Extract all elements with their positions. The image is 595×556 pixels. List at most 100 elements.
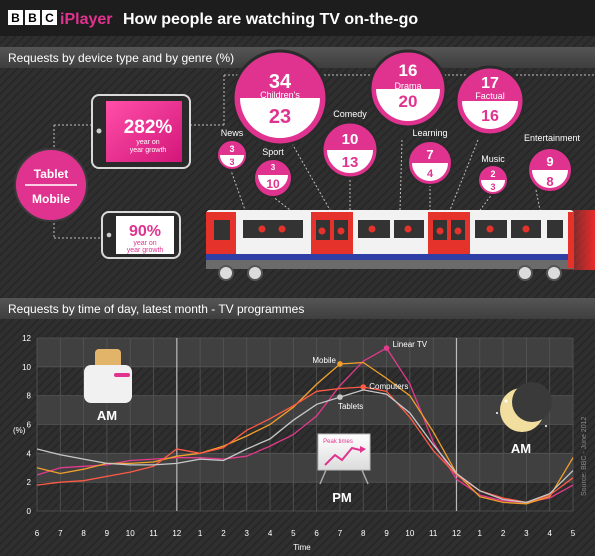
x-tick-label: 12 xyxy=(452,529,461,538)
genre-drama-mobile: 20 xyxy=(399,92,418,111)
series-label-linear-tv: Linear TV xyxy=(393,340,428,349)
page-title: How people are watching TV on-the-go xyxy=(123,11,418,28)
series-line-linear-tv xyxy=(36,347,574,504)
genre-learning: 7 4 xyxy=(407,140,453,186)
series-marker-tablets xyxy=(337,394,343,400)
device-legend: Tablet Mobile xyxy=(14,148,88,222)
genre-news-name: News xyxy=(221,128,244,138)
genre-learning-tablet: 7 xyxy=(426,147,433,162)
y-tick-label: 4 xyxy=(27,449,32,458)
x-tick-label: 3 xyxy=(524,529,529,538)
genre-sport: 3 10 xyxy=(253,158,293,198)
genre-music: 2 3 xyxy=(477,164,509,196)
genre-factual-tablet: 17 xyxy=(481,75,499,92)
mobile-growth-value: 90% xyxy=(129,223,161,240)
legend-mobile: Mobile xyxy=(32,192,70,206)
chart-series: Linear TV Mobile Computers Tablets xyxy=(36,340,574,505)
genre-sport-tablet: 3 xyxy=(271,163,276,172)
genre-childrens: 34 Children's 23 xyxy=(231,49,329,147)
y-tick-label: 0 xyxy=(27,507,32,516)
series-label-tablets: Tablets xyxy=(338,402,363,411)
genre-music-mobile: 3 xyxy=(490,182,495,192)
y-tick-label: 12 xyxy=(22,334,31,343)
section2-title: Requests by time of day, latest month - … xyxy=(8,302,304,316)
badge-am-left: AM xyxy=(97,408,117,423)
bbc-logo-c: C xyxy=(45,11,54,25)
x-tick-label: 1 xyxy=(198,529,203,538)
source-note: Source: BBC - June 2012 xyxy=(581,417,588,496)
genre-music-name: Music xyxy=(481,154,505,164)
x-tick-label: 4 xyxy=(268,529,273,538)
series-marker-computers xyxy=(360,384,367,390)
genre-learning-mobile: 4 xyxy=(427,168,434,180)
x-tick-label: 7 xyxy=(58,529,63,538)
badge-pm: PM xyxy=(332,490,352,505)
bbc-logo-b2: B xyxy=(28,11,37,25)
chart-band xyxy=(37,338,573,367)
genre-factual: 17 Factual 16 xyxy=(454,65,526,137)
series-label-mobile: Mobile xyxy=(312,356,336,365)
series-marker-mobile xyxy=(337,361,343,367)
genre-sport-mobile: 10 xyxy=(266,177,280,191)
genre-factual-mobile: 16 xyxy=(481,108,499,125)
series-marker-linear-tv xyxy=(383,345,390,351)
genre-drama: 16 Drama 20 xyxy=(368,49,448,129)
section1-title: Requests by device type and by genre (%) xyxy=(8,51,234,65)
genre-comedy: 10 13 xyxy=(320,120,380,180)
genre-entertainment-name: Entertainment xyxy=(524,133,581,143)
genre-news-tablet: 3 xyxy=(229,144,234,154)
genre-comedy-name: Comedy xyxy=(333,109,367,119)
tablet-icon: 282% year on year growth xyxy=(91,94,191,169)
genre-music-tablet: 2 xyxy=(490,169,495,179)
mobile-growth-caption-2: year growth xyxy=(127,247,164,254)
chart-bands xyxy=(37,338,573,483)
x-tick-label: 10 xyxy=(405,529,414,538)
x-axis-label: Time xyxy=(293,543,311,552)
moon-icon xyxy=(496,382,552,432)
x-tick-label: 11 xyxy=(429,529,438,538)
genre-news-mobile: 3 xyxy=(229,157,234,167)
genre-entertainment-mobile: 8 xyxy=(546,174,553,189)
tablet-growth-value: 282% xyxy=(124,117,173,138)
x-tick-label: 9 xyxy=(105,529,110,538)
tablet-growth-caption-1: year on xyxy=(136,139,159,146)
genre-childrens-mobile: 23 xyxy=(269,106,291,128)
genre-factual-name: Factual xyxy=(475,91,505,101)
y-tick-label: 8 xyxy=(27,392,32,401)
x-tick-label: 8 xyxy=(361,529,366,538)
genre-entertainment-tablet: 9 xyxy=(546,154,553,169)
x-tick-label: 11 xyxy=(149,529,158,538)
genre-comedy-mobile: 13 xyxy=(342,154,359,171)
x-tick-label: 2 xyxy=(501,529,506,538)
x-tick-label: 5 xyxy=(291,529,296,538)
bbc-logo-b1: B xyxy=(11,11,20,25)
mobile-icon: 90% year on year growth xyxy=(101,211,181,259)
y-tick-label: 2 xyxy=(27,478,32,487)
series-line-tablets xyxy=(36,389,574,504)
genre-news: 3 3 xyxy=(216,139,248,171)
series-line-mobile xyxy=(36,361,574,505)
mobile-growth-caption-1: year on xyxy=(133,240,156,247)
x-tick-label: 6 xyxy=(35,529,40,538)
badge-am-right: AM xyxy=(511,441,531,456)
genre-drama-tablet: 16 xyxy=(399,61,418,80)
toaster-icon xyxy=(84,349,132,403)
y-axis-label: (%) xyxy=(13,426,26,435)
x-tick-label: 4 xyxy=(547,529,552,538)
y-tick-label: 10 xyxy=(22,363,31,372)
series-label-computers: Computers xyxy=(369,382,408,391)
iplayer-logo: iPlayer xyxy=(60,11,112,28)
peak-times-label: Peak times xyxy=(323,439,353,445)
genre-comedy-tablet: 10 xyxy=(342,131,359,148)
x-tick-label: 8 xyxy=(81,529,86,538)
x-tick-label: 7 xyxy=(338,529,343,538)
x-tick-label: 2 xyxy=(221,529,226,538)
train-illustration xyxy=(206,210,595,281)
tablet-growth-caption-2: year growth xyxy=(130,147,167,154)
header-bar xyxy=(0,0,595,36)
x-tick-label: 10 xyxy=(126,529,135,538)
genre-sport-name: Sport xyxy=(262,147,284,157)
